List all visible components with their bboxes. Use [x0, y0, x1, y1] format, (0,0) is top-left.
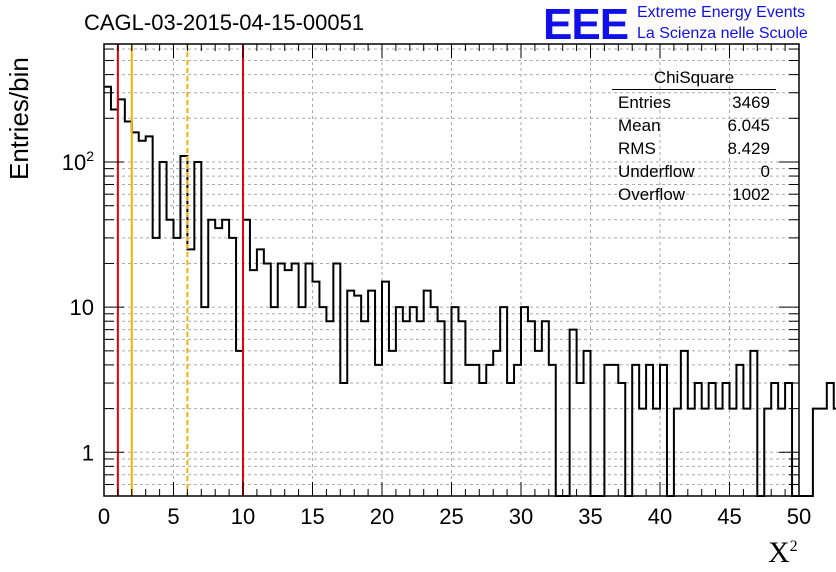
- x-tick-label: 20: [370, 504, 394, 529]
- y-tick-label: 102: [62, 148, 94, 175]
- y-tick-label: 10: [70, 295, 94, 320]
- eee-logo: EEE: [543, 0, 629, 49]
- histogram-series: [104, 85, 836, 497]
- stats-row-underflow: Underflow 0: [612, 160, 776, 183]
- stats-row-overflow: Overflow 1002: [612, 183, 776, 206]
- stats-value: 1002: [732, 185, 770, 204]
- x-tick-label: 35: [578, 504, 602, 529]
- stats-label: RMS: [618, 139, 656, 158]
- chart-title: CAGL-03-2015-04-15-00051: [84, 10, 365, 35]
- stats-value: 0: [760, 162, 770, 181]
- logo-line-1: Extreme Energy Events: [637, 4, 806, 21]
- x-axis-label: X2: [768, 536, 798, 570]
- x-tick-label: 5: [167, 504, 179, 529]
- x-tick-label: 15: [300, 504, 324, 529]
- logo-line-2: La Scienza nelle Scuole: [637, 25, 808, 42]
- stats-value: 8.429: [727, 139, 770, 158]
- stats-value: 6.045: [727, 116, 770, 135]
- stats-label: Mean: [618, 116, 661, 135]
- x-axis-label-sup: 2: [789, 538, 798, 555]
- stats-label: Overflow: [618, 185, 686, 204]
- stats-value: 3469: [732, 93, 770, 112]
- x-tick-label: 10: [231, 504, 255, 529]
- stats-label: Entries: [618, 93, 671, 112]
- y-tick-label: 1: [82, 440, 94, 465]
- stats-label: Underflow: [618, 162, 695, 181]
- x-tick-label: 40: [648, 504, 672, 529]
- x-tick-label: 50: [787, 504, 811, 529]
- stats-box-title: ChiSquare: [612, 68, 776, 90]
- x-tick-label: 30: [509, 504, 533, 529]
- stats-row-entries: Entries 3469: [612, 91, 776, 114]
- x-tick-label: 25: [439, 504, 463, 529]
- x-tick-label: 0: [98, 504, 110, 529]
- x-tick-label: 45: [717, 504, 741, 529]
- y-tick-label-exponent: 2: [86, 148, 94, 164]
- x-axis-label-text: X: [768, 536, 790, 569]
- stats-row-mean: Mean 6.045: [612, 114, 776, 137]
- stats-row-rms: RMS 8.429: [612, 137, 776, 160]
- stats-box: ChiSquare Entries 3469 Mean 6.045 RMS 8.429…: [612, 68, 776, 206]
